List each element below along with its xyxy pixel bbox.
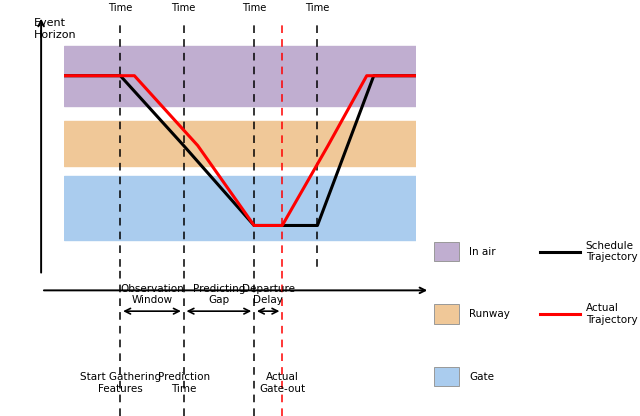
Bar	[64, 176, 416, 240]
Bar	[434, 242, 459, 261]
Text: In air: In air	[469, 247, 496, 257]
Text: Runway: Runway	[469, 309, 510, 319]
Bar	[64, 46, 416, 106]
Text: Actual
Gate-out: Actual Gate-out	[259, 372, 305, 394]
Text: Gate: Gate	[469, 371, 494, 381]
Bar	[434, 367, 459, 386]
Text: Event
Horizon: Event Horizon	[34, 18, 77, 40]
Text: Departure
Delay: Departure Delay	[242, 284, 294, 305]
Text: Gate-in
Time: Gate-in Time	[165, 0, 202, 13]
Bar	[434, 305, 459, 324]
Text: Observation
Window: Observation Window	[120, 284, 184, 305]
Text: Start Gathering
Features: Start Gathering Features	[80, 372, 161, 394]
Text: Gate-out
Time: Gate-out Time	[232, 0, 276, 13]
Text: Time: Time	[430, 261, 458, 271]
Text: Actual
Trajectory: Actual Trajectory	[586, 303, 637, 325]
Text: Schedule
Trajectory: Schedule Trajectory	[586, 241, 637, 262]
Text: Predicting
Gap: Predicting Gap	[193, 284, 245, 305]
FancyBboxPatch shape	[422, 213, 637, 416]
Text: Wheels-on
Time: Wheels-on Time	[94, 0, 147, 13]
Text: Wheels-off
Time: Wheels-off Time	[291, 0, 344, 13]
Text: Prediction
Time: Prediction Time	[157, 372, 210, 394]
Bar	[64, 121, 416, 166]
